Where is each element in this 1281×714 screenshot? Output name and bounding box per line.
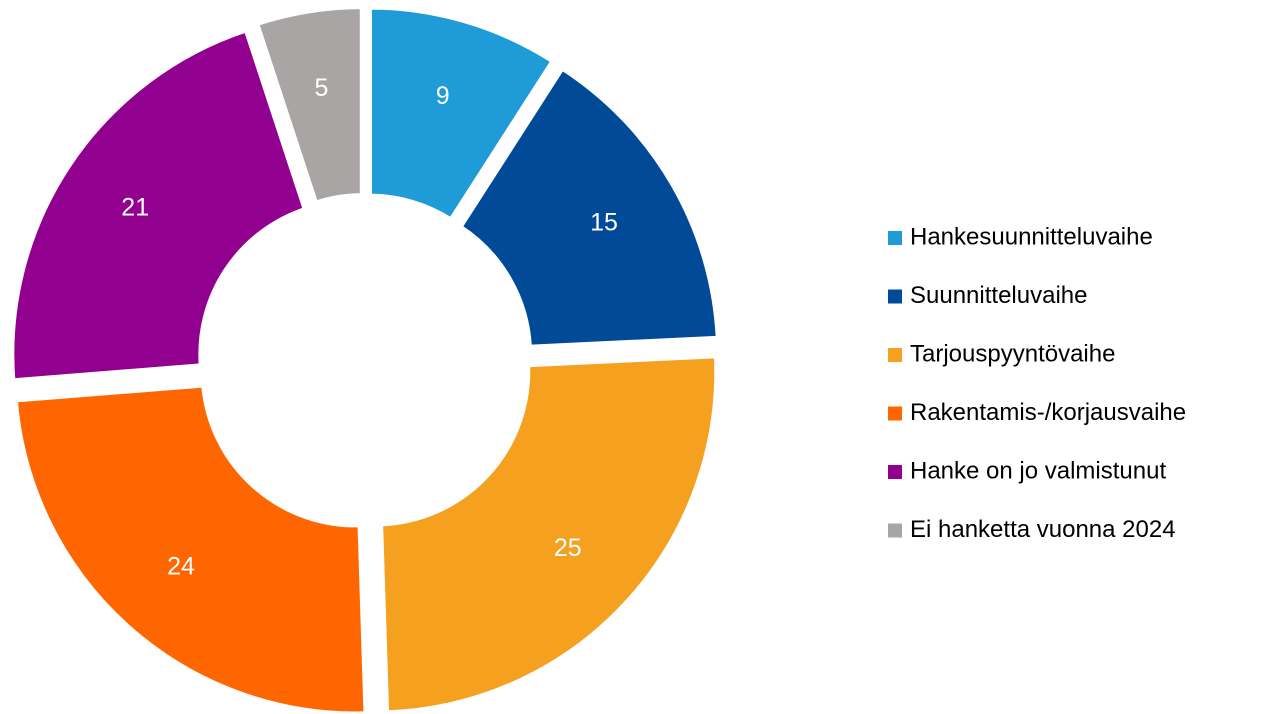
- data-label: 21: [121, 194, 149, 222]
- donut-segment: [11, 381, 370, 714]
- donut-segment: [252, 3, 366, 208]
- legend-label: Rakentamis-/korjausvaihe: [910, 399, 1186, 426]
- data-label: 5: [314, 74, 328, 102]
- legend-label: Hanke on jo valmistunut: [910, 457, 1166, 484]
- legend-swatch: [888, 348, 902, 362]
- legend-swatch: [888, 465, 902, 479]
- legend-label: Ei hanketta vuonna 2024: [910, 516, 1176, 543]
- legend-swatch: [888, 406, 902, 421]
- donut-segment: [365, 3, 558, 225]
- data-label: 15: [590, 209, 618, 237]
- legend-swatch: [888, 523, 902, 538]
- legend-label: Suunnitteluvaihe: [910, 282, 1087, 309]
- legend-label: Hankesuunnitteluvaihe: [910, 223, 1153, 250]
- legend-swatch: [888, 289, 902, 304]
- donut-segment: [8, 25, 310, 385]
- donut-segment: [377, 352, 721, 714]
- legend-swatch: [888, 231, 902, 245]
- legend-label: Tarjouspyyntövaihe: [910, 340, 1115, 367]
- donut-segment: [455, 63, 722, 351]
- data-label: 9: [436, 82, 450, 110]
- data-label: 25: [554, 534, 582, 562]
- data-label: 24: [167, 552, 195, 580]
